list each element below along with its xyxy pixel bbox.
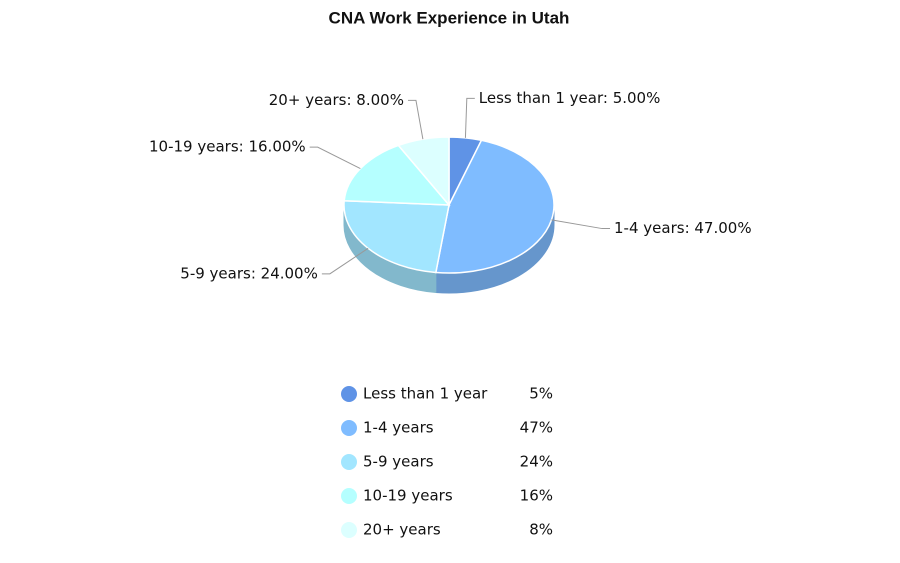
legend-value[interactable]: 24%: [520, 453, 553, 471]
pie-slice: [343, 144, 451, 206]
label-connector: [407, 99, 424, 140]
legend-value[interactable]: 47%: [520, 419, 553, 437]
legend-value[interactable]: 8%: [529, 521, 553, 539]
label-connector: [309, 146, 361, 170]
data-label: 10-19 years: 16.00%: [149, 138, 306, 156]
pie-slice: [434, 139, 555, 274]
legend-label[interactable]: 10-19 years: [363, 487, 453, 505]
data-label: Less than 1 year: 5.00%: [479, 89, 661, 107]
label-connector: [464, 97, 475, 138]
data-label: 5-9 years: 24.00%: [180, 264, 318, 282]
legend-marker[interactable]: [341, 454, 357, 470]
legend-label[interactable]: 20+ years: [363, 521, 441, 539]
label-connector: [551, 219, 611, 230]
legend-label[interactable]: 1-4 years: [363, 419, 434, 437]
data-label: 20+ years: 8.00%: [269, 91, 404, 109]
pie-slice: [343, 199, 450, 274]
legend-label[interactable]: Less than 1 year: [363, 385, 488, 403]
chart-title: CNA Work Experience in Utah: [329, 8, 570, 27]
data-label: 1-4 years: 47.00%: [614, 219, 752, 237]
legend-marker[interactable]: [341, 420, 357, 436]
legend-value[interactable]: 5%: [529, 385, 553, 403]
legend-marker[interactable]: [341, 386, 357, 402]
pie-slice: [397, 136, 450, 208]
label-connector: [321, 247, 369, 275]
legend-marker[interactable]: [341, 488, 357, 504]
legend-label[interactable]: 5-9 years: [363, 453, 434, 471]
legend-marker[interactable]: [341, 522, 357, 538]
legend-value[interactable]: 16%: [520, 487, 553, 505]
